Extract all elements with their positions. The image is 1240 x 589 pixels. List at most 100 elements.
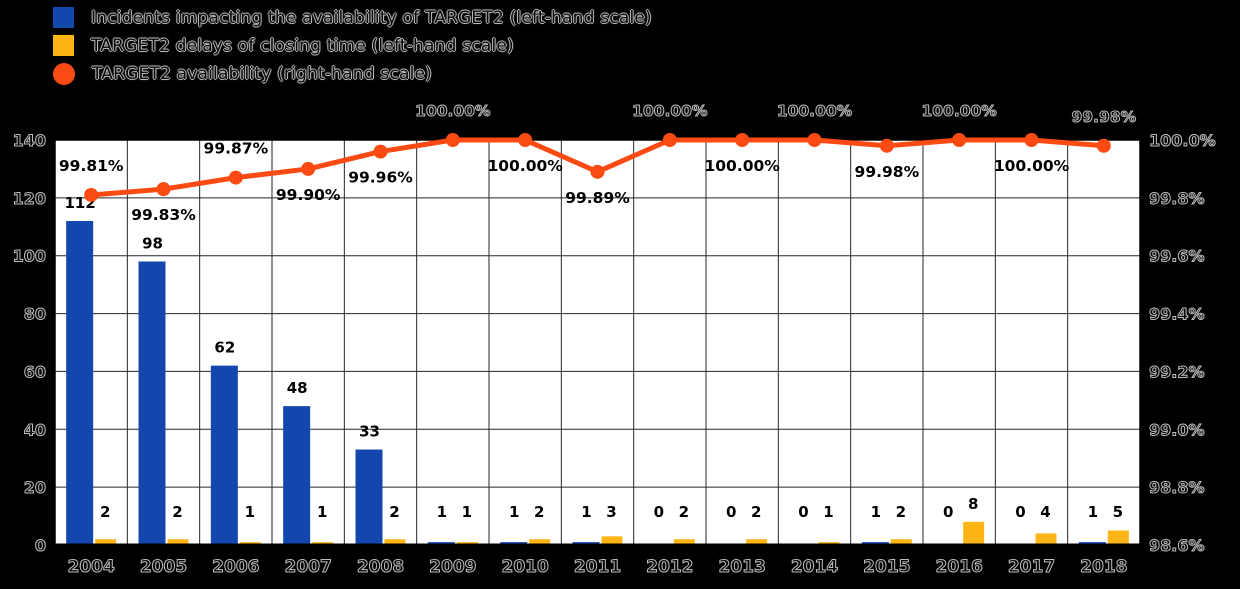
legend-label-delays: TARGET2 delays of closing time (left-han… — [91, 35, 514, 56]
availability-label-2004: 99.81% — [59, 157, 124, 175]
right-axis-tick-6: 98.8% — [1149, 478, 1205, 497]
right-axis-tick-3: 99.4% — [1149, 305, 1205, 324]
left-axis-tick-60: 60 — [24, 362, 46, 381]
bar-label-incidents-2014: 0 — [798, 503, 808, 521]
right-axis-tick-5: 99.0% — [1149, 420, 1205, 439]
availability-point-2005 — [156, 182, 171, 197]
right-axis-tick-7: 98.6% — [1149, 536, 1205, 555]
bar-incidents-2007 — [283, 406, 311, 545]
left-axis-tick-0: 0 — [35, 536, 46, 555]
legend-item-availability: TARGET2 availability (right-hand scale) — [53, 63, 652, 85]
x-axis-label-2018: 2018 — [1080, 557, 1127, 577]
availability-point-2012 — [662, 133, 677, 147]
x-axis-label-2005: 2005 — [140, 557, 187, 577]
legend-item-incidents: Incidents impacting the availability of … — [53, 7, 652, 28]
availability-label-2014: 100.00% — [777, 102, 853, 120]
bar-label-delays-2012: 2 — [679, 503, 689, 521]
x-axis-label-2007: 2007 — [285, 557, 332, 577]
bar-label-delays-2016: 8 — [968, 495, 978, 513]
availability-point-2010 — [518, 133, 533, 147]
x-axis-label-2004: 2004 — [68, 557, 115, 577]
bar-label-delays-2009: 1 — [462, 503, 472, 521]
availability-label-2010: 100.00% — [487, 157, 563, 175]
availability-point-2011 — [590, 164, 605, 179]
legend-item-delays: TARGET2 delays of closing time (left-han… — [53, 35, 652, 56]
availability-label-2007: 99.90% — [276, 186, 341, 204]
bar-delays-2013 — [746, 539, 768, 545]
bar-label-delays-2004: 2 — [100, 503, 110, 521]
bar-delays-2005 — [167, 539, 189, 545]
bar-label-incidents-2013: 0 — [726, 503, 736, 521]
availability-label-2005: 99.83% — [131, 206, 196, 224]
availability-point-2014 — [807, 133, 822, 147]
bar-label-incidents-2007: 48 — [287, 379, 308, 397]
availability-point-2006 — [228, 170, 243, 185]
bar-label-delays-2014: 1 — [823, 503, 833, 521]
bar-label-incidents-2012: 0 — [654, 503, 664, 521]
bar-incidents-2008 — [355, 449, 383, 545]
x-axis-label-2006: 2006 — [212, 557, 259, 577]
bar-label-delays-2008: 2 — [389, 503, 399, 521]
bar-delays-2008 — [384, 539, 406, 545]
incidents-swatch-icon — [53, 7, 74, 28]
availability-point-2015 — [879, 138, 894, 153]
bar-incidents-2004 — [66, 221, 94, 545]
availability-swatch-icon — [53, 63, 75, 85]
bar-delays-2011 — [601, 536, 623, 545]
bar-label-delays-2010: 2 — [534, 503, 544, 521]
bar-label-incidents-2017: 0 — [1015, 503, 1025, 521]
bar-delays-2017 — [1035, 533, 1057, 545]
bar-label-incidents-2018: 1 — [1088, 503, 1098, 521]
availability-label-2011: 99.89% — [565, 189, 630, 207]
left-axis-tick-80: 80 — [24, 305, 46, 324]
left-axis-tick-140: 140 — [13, 131, 46, 150]
availability-label-2015: 99.98% — [855, 163, 920, 181]
x-axis-label-2015: 2015 — [863, 557, 910, 577]
bar-label-incidents-2008: 33 — [359, 423, 380, 441]
bar-label-incidents-2010: 1 — [509, 503, 519, 521]
availability-point-2007 — [301, 161, 316, 176]
bar-incidents-2005 — [138, 261, 166, 545]
bar-label-incidents-2015: 1 — [871, 503, 881, 521]
availability-label-2006: 99.87% — [204, 140, 269, 158]
bar-label-incidents-2009: 1 — [437, 503, 447, 521]
bar-label-delays-2015: 2 — [896, 503, 906, 521]
right-axis-tick-0: 100.0% — [1149, 131, 1216, 150]
legend-label-availability: TARGET2 availability (right-hand scale) — [92, 64, 432, 84]
bar-label-incidents-2016: 0 — [943, 503, 953, 521]
bar-delays-2012 — [673, 539, 695, 545]
availability-label-2009: 100.00% — [415, 102, 491, 120]
right-axis-tick-1: 99.8% — [1149, 189, 1205, 208]
bar-label-incidents-2006: 62 — [214, 339, 235, 357]
availability-label-2017: 100.00% — [994, 157, 1070, 175]
x-axis-label-2014: 2014 — [791, 557, 838, 577]
availability-label-2018: 99.98% — [1072, 108, 1137, 126]
x-axis-label-2010: 2010 — [502, 557, 549, 577]
x-axis-label-2011: 2011 — [574, 557, 621, 577]
legend-label-incidents: Incidents impacting the availability of … — [91, 7, 652, 28]
availability-point-2008 — [373, 144, 388, 159]
x-axis-label-2008: 2008 — [357, 557, 404, 577]
x-axis-label-2016: 2016 — [936, 557, 983, 577]
bar-label-delays-2006: 1 — [245, 503, 255, 521]
bar-label-delays-2011: 3 — [606, 503, 616, 521]
right-axis-tick-4: 99.2% — [1149, 362, 1205, 381]
x-axis-label-2012: 2012 — [646, 557, 693, 577]
availability-point-2017 — [1024, 133, 1039, 147]
availability-point-2004 — [84, 187, 99, 202]
availability-point-2009 — [445, 133, 460, 147]
bar-label-incidents-2005: 98 — [142, 235, 163, 253]
bar-label-delays-2017: 4 — [1040, 503, 1050, 521]
bar-label-delays-2007: 1 — [317, 503, 327, 521]
legend: Incidents impacting the availability of … — [53, 7, 652, 85]
left-axis-tick-20: 20 — [24, 478, 46, 497]
availability-point-2013 — [735, 133, 750, 147]
x-axis-label-2017: 2017 — [1008, 557, 1055, 577]
availability-label-2013: 100.00% — [704, 157, 780, 175]
bar-label-incidents-2011: 1 — [581, 503, 591, 521]
availability-point-2018 — [1096, 138, 1111, 153]
bar-delays-2018 — [1107, 530, 1129, 545]
bar-label-delays-2013: 2 — [751, 503, 761, 521]
